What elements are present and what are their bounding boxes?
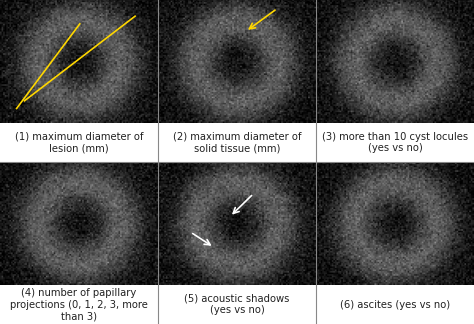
Text: (2) maximum diameter of
solid tissue (mm): (2) maximum diameter of solid tissue (mm…: [173, 132, 301, 153]
Text: (5) acoustic shadows
(yes vs no): (5) acoustic shadows (yes vs no): [184, 294, 290, 315]
Text: (3) more than 10 cyst locules
(yes vs no): (3) more than 10 cyst locules (yes vs no…: [322, 132, 468, 153]
Text: (4) number of papillary
projections (0, 1, 2, 3, more
than 3): (4) number of papillary projections (0, …: [10, 288, 148, 321]
Text: (6) ascites (yes vs no): (6) ascites (yes vs no): [340, 300, 450, 309]
Text: (1) maximum diameter of
lesion (mm): (1) maximum diameter of lesion (mm): [15, 132, 143, 153]
